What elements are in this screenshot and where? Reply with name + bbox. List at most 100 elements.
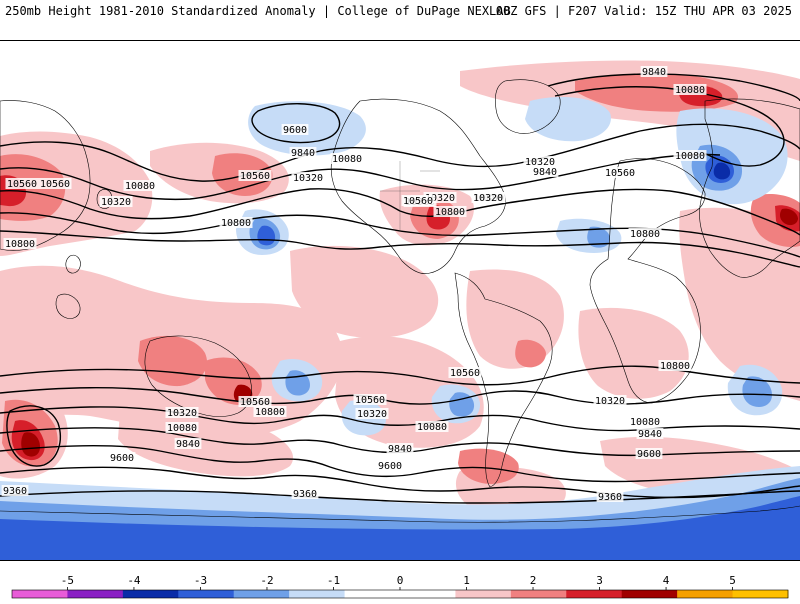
contour-label-bg xyxy=(99,196,133,207)
contour-label: 10080 xyxy=(332,154,362,165)
contour-label-bg xyxy=(108,452,136,463)
contour-label: 10800 xyxy=(5,239,35,250)
contour-label-bg xyxy=(5,178,39,189)
contour-label-bg xyxy=(636,428,664,439)
contour-label: 9840 xyxy=(291,148,315,159)
contour-label: 10320 xyxy=(525,157,555,168)
contour-label-bg xyxy=(433,206,467,217)
colorbar-tick-label: 3 xyxy=(596,574,603,587)
contour-label: 10800 xyxy=(221,218,251,229)
contour-label-bg xyxy=(330,153,364,164)
contour-label: 10560 xyxy=(240,397,270,408)
contour-label-bg xyxy=(523,156,557,167)
model-run-info: 00Z GFS | F207 Valid: 15Z THU APR 03 202… xyxy=(495,4,792,18)
contour-label: 9840 xyxy=(176,439,200,450)
colorbar-tick-label: 1 xyxy=(463,574,470,587)
contour-label-bg xyxy=(353,394,387,405)
contour-label: 9600 xyxy=(110,453,134,464)
contour-label-bg xyxy=(531,166,559,177)
contour-label-bg xyxy=(376,460,404,471)
contour-label: 9840 xyxy=(533,167,557,178)
contour-label: 10320 xyxy=(425,193,455,204)
contour-label-bg xyxy=(165,422,199,433)
contour-label: 10560 xyxy=(7,179,37,190)
anomaly-map: 9840 10080 9600 9840 10080 10560 10320 10080 103… xyxy=(0,40,800,561)
contour-label-bg xyxy=(291,488,319,499)
border-lines xyxy=(380,161,440,231)
colorbar-segment xyxy=(289,590,346,598)
contour-label-bg xyxy=(603,167,637,178)
contour-label-bg xyxy=(238,170,272,181)
colorbar-segment xyxy=(510,590,567,598)
contour-label-bg xyxy=(355,408,389,419)
contour-label: 9840 xyxy=(388,444,412,455)
contour-label: 10320 xyxy=(101,197,131,208)
contour-label-bg xyxy=(628,228,662,239)
contour-label: 10320 xyxy=(473,193,503,204)
contour-label: 9840 xyxy=(638,429,662,440)
contour-label: 10080 xyxy=(675,85,705,96)
contour-label: 10080 xyxy=(630,417,660,428)
contour-label-bg xyxy=(174,438,202,449)
contour-label: 10560 xyxy=(355,395,385,406)
contour-label-bg xyxy=(291,172,325,183)
colorbar-segment xyxy=(677,590,734,598)
contour-label: 10320 xyxy=(293,173,323,184)
colorbar-segment xyxy=(621,590,678,598)
negative-anomaly-extreme xyxy=(713,162,731,180)
contour-label: 10320 xyxy=(357,409,387,420)
contour-label-bg xyxy=(3,238,37,249)
colorbar-segment xyxy=(67,590,124,598)
contour-label: 10320 xyxy=(167,408,197,419)
contour-label-bg xyxy=(423,192,457,203)
contour-label-bg xyxy=(448,367,482,378)
colorbar-tick-label: -2 xyxy=(260,574,273,587)
anomaly-colorbar: -5 -4 -3 -2 -1 0 1 2 3 4 5 xyxy=(0,572,800,600)
contour-label: 9360 xyxy=(3,486,27,497)
contour-label-bg xyxy=(289,147,317,158)
colorbar-tick-label: -5 xyxy=(61,574,74,587)
colorbar-tick-label: -4 xyxy=(127,574,141,587)
contour-label: 10800 xyxy=(255,407,285,418)
colorbar-segment xyxy=(344,590,401,598)
colorbar-tick-label: 4 xyxy=(663,574,670,587)
contour-label: 10560 xyxy=(403,196,433,207)
colorbar-tick-label: 0 xyxy=(397,574,404,587)
contour-label-bg xyxy=(471,192,505,203)
colorbar-segment xyxy=(233,590,290,598)
contour-label: 10080 xyxy=(675,151,705,162)
contour-label: 9600 xyxy=(637,449,661,460)
contour-label: 10800 xyxy=(435,207,465,218)
contour-label-bg xyxy=(38,178,72,189)
contour-label-bg xyxy=(253,406,287,417)
contour-label: 9360 xyxy=(598,492,622,503)
contour-label: 10800 xyxy=(660,361,690,372)
contour-label: 9600 xyxy=(378,461,402,472)
contour-label-bg xyxy=(635,448,663,459)
contour-label: 10560 xyxy=(605,168,635,179)
contour-label-bg xyxy=(1,485,29,496)
contour-label-bg xyxy=(673,150,707,161)
contour-label-bg xyxy=(673,84,707,95)
contour-label-bg xyxy=(219,217,253,228)
contour-label-bg xyxy=(640,66,668,77)
colorbar-segment xyxy=(12,590,68,598)
contour-label-bg xyxy=(386,443,414,454)
contour-label-bg xyxy=(401,195,435,206)
colorbar-segment xyxy=(400,590,456,598)
colorbar-segment xyxy=(122,590,179,598)
colorbar-tick-label: 2 xyxy=(530,574,537,587)
colorbar-segment xyxy=(455,590,512,598)
contour-label-bg xyxy=(658,360,692,371)
contour-label: 10560 xyxy=(40,179,70,190)
colorbar-segment xyxy=(732,590,789,598)
contour-label: 10320 xyxy=(595,396,625,407)
contour-label: 10560 xyxy=(240,171,270,182)
contour-label: 9840 xyxy=(642,67,666,78)
contour-label-bg xyxy=(628,416,662,427)
contour-label: 9600 xyxy=(283,125,307,136)
contour-label-bg xyxy=(123,180,157,191)
contour-label-bg xyxy=(165,407,199,418)
colorbar-tick-label: -3 xyxy=(194,574,207,587)
colorbar-segment xyxy=(566,590,623,598)
